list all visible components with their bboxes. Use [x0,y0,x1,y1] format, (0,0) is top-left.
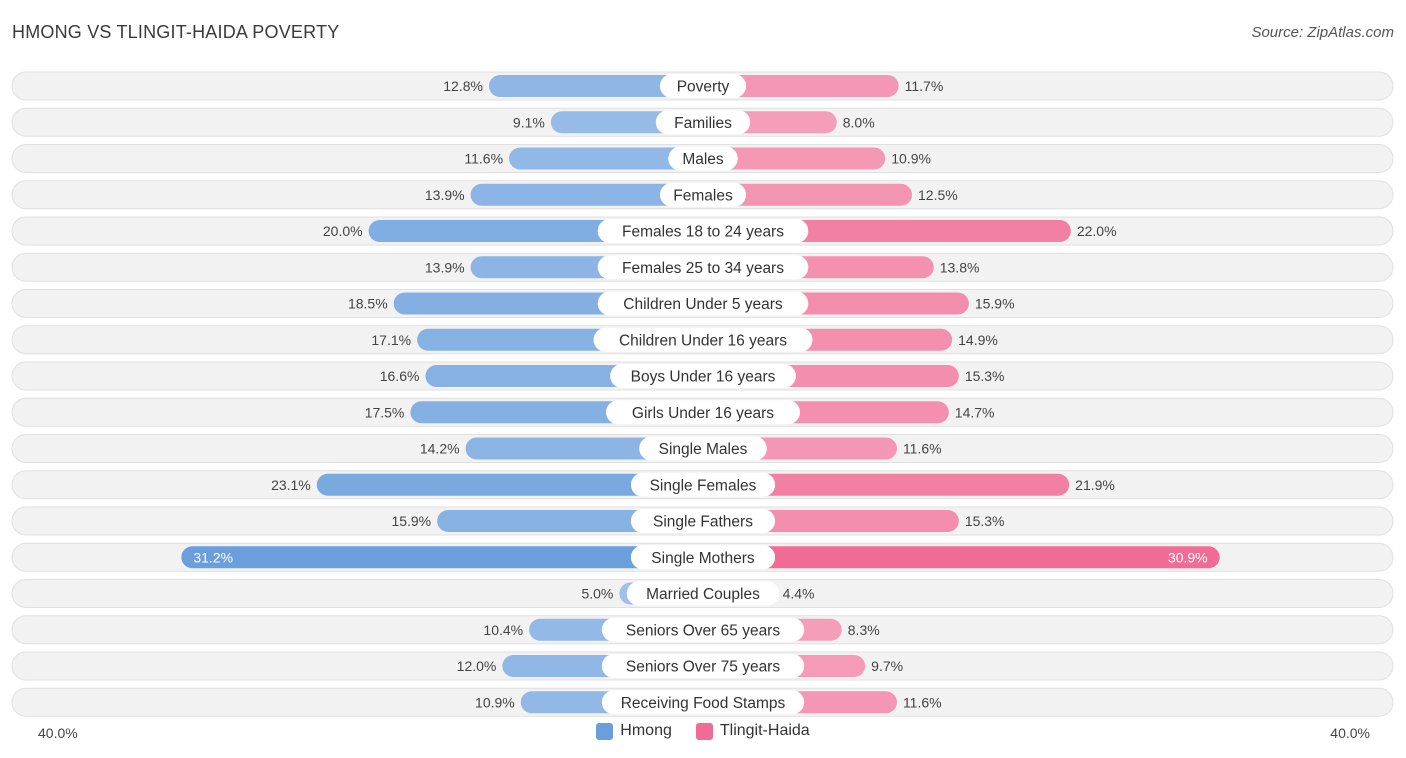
category-pill [601,690,805,715]
chart-title: HMONG VS TLINGIT-HAIDA POVERTY [12,22,340,42]
legend-label-tlingit-haida: Tlingit-Haida [719,722,810,739]
category-pill [597,291,809,316]
category-pill [601,617,805,642]
value-label-hmong: 16.6% [380,368,420,384]
bar-tlingit-haida [703,75,899,97]
legend: Hmong Tlingit-Haida [0,722,1406,740]
bar-hmong [181,546,703,569]
value-label-tlingit-haida: 13.8% [940,259,980,275]
value-label-tlingit-haida: 14.7% [955,404,995,420]
category-pill [626,581,780,606]
category-label: Single Mothers [651,550,755,567]
value-label-tlingit-haida: 8.0% [843,114,875,130]
category-label: Boys Under 16 years [631,369,776,386]
category-label: Children Under 16 years [619,332,787,349]
bar-hmong [509,147,703,170]
category-label: Girls Under 16 years [632,405,774,422]
category-label: Females 25 to 34 years [622,260,784,277]
value-label-hmong: 18.5% [348,296,388,312]
bar-tlingit-haida [703,473,1070,496]
category-label: Seniors Over 75 years [626,659,780,676]
value-label-tlingit-haida: 11.7% [905,78,944,94]
category-label: Married Couples [646,586,760,603]
value-label-hmong: 20.0% [323,223,363,239]
value-label-hmong: 12.8% [443,78,483,94]
category-label: Females 18 to 24 years [622,224,784,241]
category-label: Females [673,187,733,204]
category-pill [606,400,800,425]
bar-hmong [488,75,703,97]
value-label-tlingit-haida: 14.9% [958,332,998,348]
value-label-tlingit-haida: 21.9% [1075,477,1115,493]
value-label-hmong: 13.9% [425,187,465,203]
value-label-hmong: 5.0% [581,586,613,602]
bar-hmong [316,473,703,496]
value-label-tlingit-haida: 11.6% [903,694,942,710]
value-label-tlingit-haida: 4.4% [783,586,815,602]
axis-max-label: 40.0% [1330,725,1370,741]
value-label-hmong: 15.9% [391,513,431,529]
bar-tlingit-haida [703,147,886,170]
category-pill [655,110,751,135]
legend-swatch-tlingit-haida [695,722,713,740]
legend-item-tlingit-haida[interactable]: Tlingit-Haida [695,722,810,740]
category-label: Families [674,115,732,132]
category-label: Single Fathers [653,514,753,531]
category-label: Seniors Over 65 years [626,622,780,639]
value-label-hmong: 13.9% [425,259,465,275]
value-label-tlingit-haida: 15.3% [965,513,1005,529]
category-label: Poverty [677,79,730,96]
category-pill [668,146,738,171]
category-label: Receiving Food Stamps [621,695,786,712]
category-label: Single Males [659,441,748,458]
value-label-tlingit-haida: 22.0% [1077,223,1117,239]
category-pill [597,255,809,280]
legend-item-hmong[interactable]: Hmong [596,722,672,740]
category-pill [610,364,796,388]
value-label-hmong: 31.2% [193,549,233,565]
legend-label-hmong: Hmong [620,722,672,739]
value-label-tlingit-haida: 12.5% [918,187,958,203]
value-label-tlingit-haida: 30.9% [1168,549,1208,565]
category-pill [597,219,809,243]
category-label: Children Under 5 years [623,296,783,313]
legend-swatch-hmong [596,722,614,740]
category-pill [601,654,805,678]
category-pill [630,509,776,533]
category-pill [659,74,747,98]
category-pill [630,472,776,497]
value-label-tlingit-haida: 11.6% [903,441,942,457]
value-label-tlingit-haida: 10.9% [891,151,931,167]
value-label-hmong: 9.1% [513,114,545,130]
axis-min-label: 40.0% [38,725,78,741]
value-label-hmong: 17.5% [365,404,405,420]
category-pill [659,182,747,207]
source-label: Source: ZipAtlas.com [1251,24,1394,41]
value-label-tlingit-haida: 8.3% [848,622,880,638]
bar-hmong [470,183,703,206]
category-pill [593,327,813,352]
bar-tlingit-haida [703,546,1220,569]
value-label-tlingit-haida: 9.7% [871,658,903,674]
category-pill [639,436,767,461]
value-label-hmong: 10.4% [483,622,523,638]
value-label-tlingit-haida: 15.3% [965,368,1005,384]
category-label: Single Females [650,477,757,494]
bar-tlingit-haida [703,183,912,206]
value-label-hmong: 11.6% [464,151,503,167]
value-label-tlingit-haida: 15.9% [975,296,1015,312]
value-label-hmong: 17.1% [371,332,411,348]
category-pill [630,545,776,570]
value-label-hmong: 10.9% [475,694,515,710]
value-label-hmong: 14.2% [420,441,460,457]
category-label: Males [682,151,724,168]
value-label-hmong: 23.1% [271,477,311,493]
value-label-hmong: 12.0% [457,658,497,674]
